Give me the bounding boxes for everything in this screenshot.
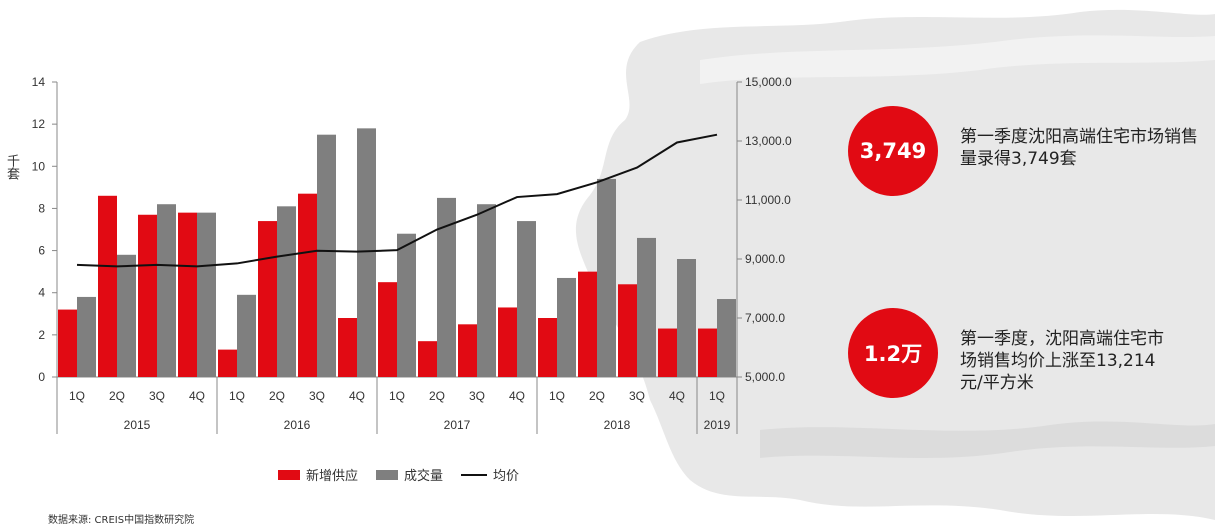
x-tick-year: 2019 (704, 418, 731, 432)
bar-supply (578, 271, 597, 377)
callout-text-sales: 第一季度沈阳高端住宅市场销售量录得3,749套 (960, 127, 1198, 169)
legend-swatch-deals (376, 469, 399, 480)
x-tick-quarter: 1Q (69, 389, 85, 403)
x-tick-quarter: 2Q (269, 389, 285, 403)
legend-item-price: 均价 (461, 465, 519, 484)
callout-circle-sales: 3,749 (848, 106, 938, 196)
callout-text-price: 第一季度，沈阳高端住宅市场销售均价上涨至13,214元/平方米 (960, 329, 1164, 393)
left-tick-label: 0 (38, 370, 45, 384)
data-source-note: 数据来源: CREIS中国指数研究院 (48, 515, 195, 526)
bar-supply (378, 282, 397, 377)
x-tick-quarter: 1Q (389, 389, 405, 403)
bar-supply (58, 309, 77, 377)
bar-deals (357, 128, 376, 377)
bar-deals (237, 294, 256, 377)
x-tick-quarter: 1Q (549, 389, 565, 403)
bar-supply (618, 284, 637, 377)
right-tick-label: 9,000.0 (745, 252, 785, 266)
bar-deals (637, 237, 656, 377)
x-tick-quarter: 3Q (149, 389, 165, 403)
left-tick-label: 4 (38, 286, 45, 300)
x-tick-quarter: 3Q (629, 389, 645, 403)
bar-supply (658, 328, 677, 377)
bar-deals (157, 204, 176, 377)
x-tick-year: 2016 (284, 418, 311, 432)
legend-label-deals: 成交量 (404, 469, 444, 484)
brush-background (575, 9, 1215, 521)
bar-supply (698, 328, 717, 377)
bar-deals (477, 204, 496, 377)
legend-swatch-supply (278, 469, 300, 480)
left-tick-label: 14 (32, 75, 46, 89)
x-tick-quarter: 1Q (229, 389, 245, 403)
bar-supply (138, 214, 157, 377)
bar-supply (458, 324, 477, 377)
bar-deals (117, 254, 136, 377)
right-tick-label: 15,000.0 (745, 75, 792, 89)
bar-supply (258, 221, 277, 377)
bar-supply (218, 349, 237, 377)
right-tick-label: 13,000.0 (745, 134, 792, 148)
legend: 新增供应 成交量 均价 (278, 465, 519, 484)
bar-supply (298, 193, 317, 377)
x-tick-quarter: 2Q (429, 389, 445, 403)
line-avg-price (76, 133, 718, 268)
bar-deals (197, 212, 216, 377)
right-tick-label: 5,000.0 (745, 370, 785, 384)
bar-deals (397, 233, 416, 377)
bar-supply (338, 318, 357, 377)
x-tick-quarter: 4Q (189, 389, 205, 403)
x-tick-year: 2015 (124, 418, 151, 432)
bar-deals (517, 221, 536, 377)
bar-deals (557, 277, 576, 377)
x-tick-year: 2017 (444, 418, 471, 432)
x-tick-year: 2018 (604, 418, 631, 432)
legend-swatch-price (461, 473, 488, 476)
bar-deals (677, 259, 696, 377)
bar-deals (717, 299, 736, 377)
bar-supply (418, 341, 437, 377)
bar-supply (178, 212, 197, 377)
legend-label-supply: 新增供应 (306, 469, 359, 484)
plot-area: 0 2 4 6 8 10 12 14 5,000.0 7,000.0 9,000.0 11,000.0… (32, 75, 792, 434)
x-tick-quarter: 4Q (349, 389, 365, 403)
x-tick-quarter: 1Q (709, 389, 725, 403)
left-tick-label: 2 (38, 328, 45, 342)
legend-item-deals: 成交量 (376, 465, 443, 484)
brush-streak-2 (760, 421, 1215, 458)
left-tick-label: 10 (32, 159, 46, 173)
callout-circle-price: 1.2万 (848, 308, 938, 398)
legend-item-supply: 新增供应 (278, 465, 358, 484)
legend-label-price: 均价 (493, 469, 520, 484)
x-tick-quarter: 4Q (669, 389, 685, 403)
bar-supply (498, 307, 517, 377)
right-tick-label: 11,000.0 (745, 193, 791, 207)
bar-deals (597, 178, 616, 377)
right-tick-label: 7,000.0 (745, 311, 785, 325)
brush-streak (700, 35, 1215, 84)
x-tick-quarter: 2Q (589, 389, 605, 403)
bar-deals (317, 134, 336, 377)
bar-deals (77, 296, 96, 377)
left-axis-label: 千套 (4, 154, 19, 180)
x-tick-quarter: 3Q (469, 389, 485, 403)
left-tick-label: 8 (38, 201, 45, 215)
left-tick-label: 6 (38, 244, 45, 258)
bar-deals (277, 206, 296, 377)
bar-supply (538, 318, 557, 377)
x-tick-quarter: 3Q (309, 389, 325, 403)
x-tick-quarter: 2Q (109, 389, 125, 403)
bar-supply (98, 195, 117, 377)
x-tick-quarter: 4Q (509, 389, 525, 403)
left-tick-label: 12 (32, 117, 46, 131)
bar-deals (437, 197, 456, 377)
